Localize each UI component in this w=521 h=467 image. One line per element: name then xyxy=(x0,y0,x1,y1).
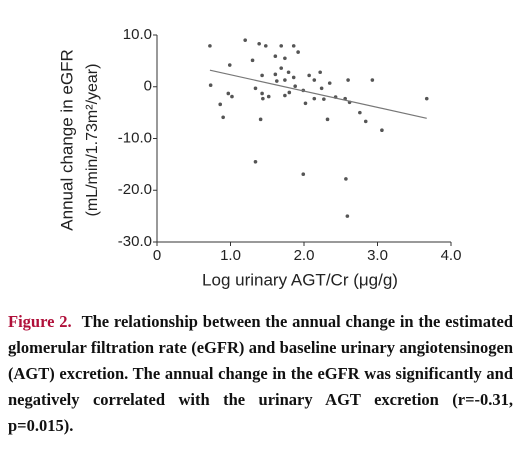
point xyxy=(286,70,291,75)
point xyxy=(307,73,311,78)
point xyxy=(283,56,287,61)
x-tick-label: 3.0 xyxy=(367,247,388,264)
point xyxy=(208,83,213,87)
y-tick-label: -10.0 xyxy=(118,129,152,146)
point xyxy=(260,73,264,78)
point xyxy=(319,86,324,91)
point xyxy=(322,97,326,101)
caption: Figure 2. The relationship between the an… xyxy=(8,309,513,439)
point xyxy=(345,214,350,218)
point xyxy=(291,75,296,80)
regression-line xyxy=(209,69,427,119)
point xyxy=(275,79,279,83)
x-axis-label: Log urinary AGT/Cr (μg/g) xyxy=(202,270,398,289)
y-axis-label: Annual change in eGFR xyxy=(57,49,76,230)
x-tick-label: 0 xyxy=(153,247,161,264)
point xyxy=(273,72,278,77)
point xyxy=(218,102,223,107)
point xyxy=(293,84,297,89)
point xyxy=(226,91,231,96)
point xyxy=(257,41,261,46)
x-tick-label: 2.0 xyxy=(294,247,315,264)
y-tick-label: -30.0 xyxy=(118,233,152,250)
point xyxy=(346,78,350,82)
point xyxy=(312,78,317,82)
point xyxy=(243,38,247,42)
point xyxy=(283,93,287,98)
point xyxy=(208,44,212,48)
point xyxy=(301,172,306,177)
caption-text: The relationship between the annual chan… xyxy=(8,312,513,435)
point xyxy=(261,96,265,101)
point xyxy=(258,117,263,122)
point xyxy=(279,66,284,70)
point xyxy=(424,96,429,101)
point xyxy=(260,91,264,96)
point xyxy=(283,78,287,82)
y-tick-label: 10.0 xyxy=(123,26,152,43)
point xyxy=(279,44,284,48)
point xyxy=(230,94,234,99)
x-tick-label: 1.0 xyxy=(220,247,241,264)
point xyxy=(253,159,258,164)
point xyxy=(312,96,317,101)
point xyxy=(303,101,308,106)
point xyxy=(363,119,368,124)
point xyxy=(263,44,268,48)
x-tick-label: 4.0 xyxy=(441,247,462,264)
point xyxy=(325,117,330,122)
point xyxy=(296,50,300,54)
caption-label: Figure 2. xyxy=(8,312,72,331)
point xyxy=(250,58,255,63)
point xyxy=(370,78,375,82)
point xyxy=(221,115,225,120)
point xyxy=(380,128,384,133)
point xyxy=(253,86,258,91)
point xyxy=(318,70,322,75)
point xyxy=(273,54,278,59)
y-tick-label: -20.0 xyxy=(118,181,152,198)
point xyxy=(227,63,232,67)
y-tick-label: 0 xyxy=(144,78,152,95)
y-axis-label: (mL/min/1.73m²/year) xyxy=(84,64,101,217)
point xyxy=(344,177,348,181)
chart: Log urinary AGT/Cr (μg/g) Annual change … xyxy=(57,26,462,290)
point xyxy=(327,81,332,85)
point xyxy=(287,90,292,95)
point xyxy=(266,94,271,99)
point xyxy=(358,110,362,115)
point xyxy=(291,44,296,48)
